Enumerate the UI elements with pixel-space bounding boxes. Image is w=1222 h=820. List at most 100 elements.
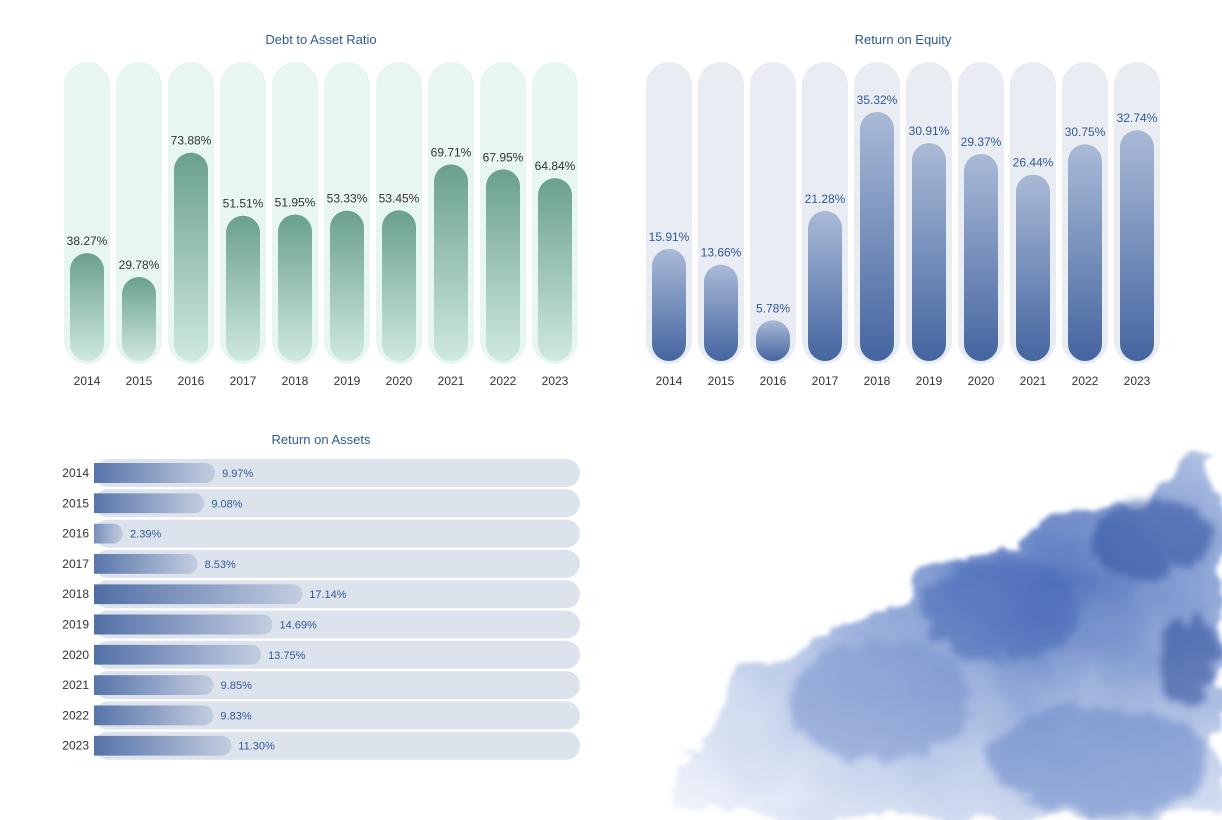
x-tick-label: 2020 (386, 374, 413, 388)
x-tick-label: 2018 (864, 374, 891, 388)
bar (1068, 144, 1102, 361)
chart-title: Return on Assets (271, 432, 371, 447)
x-tick-label: 2019 (334, 374, 361, 388)
bar (382, 210, 416, 361)
x-tick-label: 2014 (74, 374, 101, 388)
bar (704, 264, 738, 361)
y-tick-label: 2022 (62, 708, 89, 722)
bar (330, 210, 364, 361)
bar (808, 210, 842, 361)
x-tick-label: 2021 (438, 374, 465, 388)
x-tick-label: 2023 (1124, 374, 1151, 388)
y-tick-label: 2021 (62, 678, 89, 692)
return-on-assets-chart: Return on Assets 9.97% 2014 9.08% 2015 2.39%… (56, 426, 586, 776)
y-tick-label: 2015 (62, 496, 89, 510)
data-label: 9.85% (221, 680, 252, 692)
x-tick-label: 2023 (542, 374, 569, 388)
data-label: 35.32% (857, 93, 898, 107)
bar (652, 248, 686, 361)
data-label: 73.88% (171, 134, 212, 148)
data-label: 30.75% (1065, 125, 1106, 139)
data-label: 13.66% (701, 246, 742, 260)
bar-track (94, 549, 580, 578)
y-tick-label: 2018 (62, 587, 89, 601)
bar (912, 143, 946, 361)
x-tick-label: 2019 (916, 374, 943, 388)
x-tick-label: 2021 (1020, 374, 1047, 388)
bar-track (94, 671, 580, 700)
x-tick-label: 2015 (708, 374, 735, 388)
bar (94, 523, 124, 544)
x-tick-label: 2016 (760, 374, 787, 388)
data-label: 11.30% (238, 741, 275, 753)
data-label: 13.75% (268, 650, 306, 662)
y-tick-label: 2014 (62, 466, 89, 480)
bar (756, 320, 790, 361)
x-tick-label: 2017 (812, 374, 839, 388)
data-label: 9.97% (222, 468, 253, 480)
return-on-assets-plot: 9.97% 2014 9.08% 2015 2.39% 2016 8.53% 2017 17.1… (62, 459, 580, 760)
data-label: 15.91% (649, 230, 690, 244)
data-label: 9.08% (211, 498, 242, 510)
bar-track (94, 701, 580, 730)
bar (226, 215, 260, 361)
bar-track (94, 519, 580, 548)
bar (70, 253, 104, 361)
data-label: 51.51% (223, 197, 264, 211)
data-label: 2.39% (130, 529, 161, 541)
x-tick-label: 2022 (1072, 374, 1099, 388)
data-label: 5.78% (756, 301, 790, 315)
return-on-equity-plot: 15.91% 2014 13.66% 2015 5.78% 2016 21.28% 2017 3… (646, 62, 1160, 388)
bar-track (94, 489, 580, 518)
bar (94, 493, 205, 514)
bar (278, 214, 312, 361)
data-label: 53.33% (327, 192, 368, 206)
bar (94, 584, 303, 605)
data-label: 17.14% (309, 589, 347, 601)
data-label: 9.83% (220, 710, 251, 722)
data-label: 26.44% (1013, 156, 1054, 170)
bar (434, 164, 468, 361)
data-label: 67.95% (483, 150, 524, 164)
data-label: 29.78% (119, 258, 160, 272)
bar (94, 463, 216, 483)
bar (94, 614, 273, 635)
y-tick-label: 2023 (62, 739, 89, 753)
data-label: 64.84% (535, 159, 576, 173)
y-tick-label: 2020 (62, 648, 89, 662)
x-tick-label: 2017 (230, 374, 257, 388)
x-tick-label: 2020 (968, 374, 995, 388)
chart-title: Debt to Asset Ratio (265, 32, 377, 47)
bar (1120, 130, 1154, 361)
bar (94, 735, 232, 756)
bar (94, 644, 262, 665)
data-label: 32.74% (1117, 111, 1158, 125)
bar (122, 277, 156, 361)
data-label: 38.27% (67, 234, 108, 248)
data-label: 69.71% (431, 145, 472, 159)
data-label: 29.37% (961, 135, 1002, 149)
bar (94, 705, 214, 726)
data-label: 8.53% (205, 559, 236, 571)
bar-track (750, 62, 796, 364)
data-label: 14.69% (279, 620, 317, 632)
bar-track (94, 459, 580, 487)
x-tick-label: 2016 (178, 374, 205, 388)
y-tick-label: 2017 (62, 557, 89, 571)
bar (964, 153, 998, 361)
x-tick-label: 2018 (282, 374, 309, 388)
bar (1016, 174, 1050, 361)
data-label: 30.91% (909, 124, 950, 138)
x-tick-label: 2014 (656, 374, 683, 388)
y-tick-label: 2019 (62, 618, 89, 632)
chart-title: Return on Equity (854, 32, 952, 47)
bar (538, 178, 572, 361)
y-tick-label: 2016 (62, 527, 89, 541)
bar (860, 111, 894, 361)
data-label: 21.28% (805, 192, 846, 206)
data-label: 51.95% (275, 196, 316, 210)
data-label: 53.45% (379, 191, 420, 205)
debt-to-asset-plot: 38.27% 2014 29.78% 2015 73.88% 2016 51.51% 2017… (64, 62, 578, 388)
x-tick-label: 2022 (490, 374, 517, 388)
